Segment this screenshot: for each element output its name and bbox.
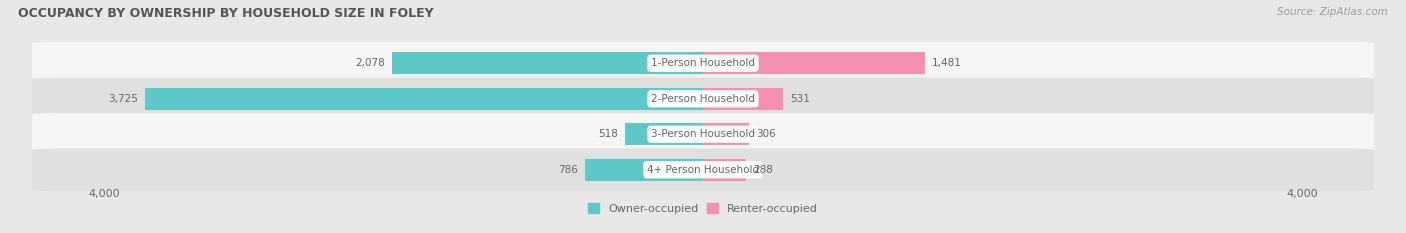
- FancyBboxPatch shape: [32, 78, 1374, 120]
- Bar: [626, 123, 703, 145]
- Text: 3-Person Household: 3-Person Household: [651, 129, 755, 139]
- Text: 4,000: 4,000: [1286, 189, 1317, 199]
- Text: 531: 531: [790, 94, 810, 104]
- Text: 2,078: 2,078: [354, 58, 385, 68]
- Text: 3,725: 3,725: [108, 94, 138, 104]
- FancyBboxPatch shape: [32, 113, 1374, 155]
- Text: 2-Person Household: 2-Person Household: [651, 94, 755, 104]
- Text: 518: 518: [599, 129, 619, 139]
- FancyBboxPatch shape: [32, 42, 1374, 85]
- Bar: [585, 159, 703, 181]
- Text: OCCUPANCY BY OWNERSHIP BY HOUSEHOLD SIZE IN FOLEY: OCCUPANCY BY OWNERSHIP BY HOUSEHOLD SIZE…: [18, 7, 434, 20]
- FancyBboxPatch shape: [32, 148, 1374, 191]
- Bar: [703, 123, 749, 145]
- Text: 288: 288: [754, 165, 773, 175]
- Text: 4+ Person Household: 4+ Person Household: [647, 165, 759, 175]
- Text: 4,000: 4,000: [89, 189, 120, 199]
- Bar: [392, 52, 703, 74]
- Bar: [703, 52, 925, 74]
- Bar: [703, 88, 783, 110]
- Bar: [145, 88, 703, 110]
- Text: 1,481: 1,481: [932, 58, 962, 68]
- Bar: [703, 159, 747, 181]
- Text: 786: 786: [558, 165, 578, 175]
- Legend: Owner-occupied, Renter-occupied: Owner-occupied, Renter-occupied: [583, 199, 823, 218]
- Text: 306: 306: [756, 129, 776, 139]
- Text: Source: ZipAtlas.com: Source: ZipAtlas.com: [1277, 7, 1388, 17]
- Text: 1-Person Household: 1-Person Household: [651, 58, 755, 68]
